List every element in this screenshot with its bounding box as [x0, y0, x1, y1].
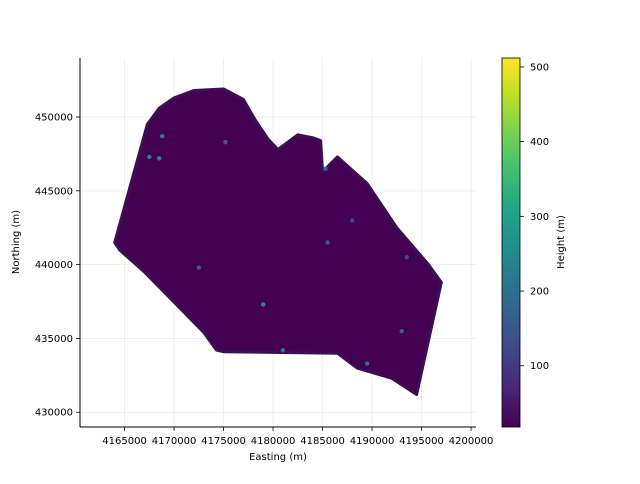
x-tick-label: 4180000	[251, 436, 296, 447]
x-tick-label: 4190000	[350, 436, 395, 447]
colorbar-tick-label: 200	[530, 287, 549, 298]
y-tick-label: 450000	[35, 113, 73, 124]
data-layer	[113, 87, 443, 396]
survey-coverage	[113, 87, 443, 396]
x-tick-label: 4200000	[449, 436, 494, 447]
anomaly-point	[157, 156, 162, 161]
colorbar-ticks: 100 200 300 400 500	[520, 62, 549, 372]
anomaly-point	[159, 134, 165, 139]
anomaly-point	[147, 154, 152, 160]
colorbar-tick-label: 400	[530, 137, 549, 148]
x-ticks: 4165000 4170000 4175000 4180000 4185000 41900…	[102, 427, 493, 447]
y-tick-label: 440000	[35, 260, 73, 271]
colorbar-label: Height (m)	[556, 215, 567, 269]
y-tick-label: 445000	[35, 186, 73, 197]
anomaly-point	[399, 328, 404, 334]
colorbar: 100 200 300 400 500 Height (m)	[501, 57, 567, 428]
anomaly-point	[364, 361, 370, 366]
anomaly-point	[280, 348, 286, 353]
y-tick-label: 430000	[35, 408, 73, 419]
axes-frame	[79, 58, 476, 428]
y-axis-label: Northing (m)	[11, 210, 22, 274]
anomaly-point	[325, 240, 330, 245]
x-tick-label: 4175000	[201, 436, 246, 447]
colorbar-tick-label: 500	[530, 62, 549, 73]
colorbar-gradient	[501, 57, 521, 428]
colorbar-tick-label: 300	[530, 212, 549, 223]
anomaly-point	[223, 139, 228, 145]
y-ticks: 430000 435000 440000 445000 450000	[35, 113, 80, 419]
anomaly-point	[323, 166, 328, 171]
anomaly-point	[196, 265, 201, 270]
x-tick-label: 4195000	[399, 436, 444, 447]
colorbar-tick-label: 100	[530, 361, 549, 372]
x-tick-label: 4165000	[102, 436, 147, 447]
anomaly-point	[260, 302, 266, 307]
y-tick-label: 435000	[35, 334, 73, 345]
x-axis-label: Easting (m)	[249, 452, 307, 463]
anomaly-point	[404, 255, 409, 260]
anomaly-point	[350, 218, 355, 223]
x-tick-label: 4185000	[300, 436, 345, 447]
x-tick-label: 4170000	[152, 436, 197, 447]
